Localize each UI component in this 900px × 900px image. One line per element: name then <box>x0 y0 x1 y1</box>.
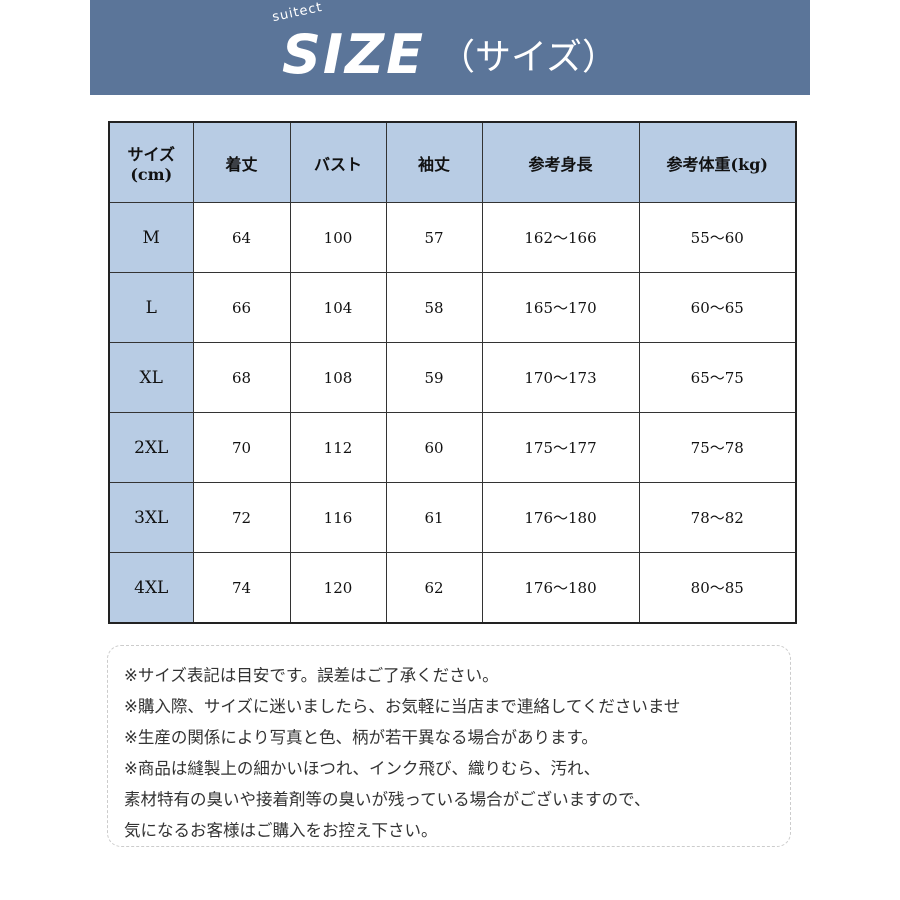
table-cell: 175～177 <box>481 412 640 483</box>
header-cell: 着丈 <box>192 121 291 203</box>
table-cell: 68 <box>192 342 291 413</box>
note-line: ※生産の関係により写真と色、柄が若干異なる場合があります。 <box>124 728 598 747</box>
header-cell: バスト <box>289 121 387 203</box>
table-row: 2XL 70 112 60 175～177 75～78 <box>108 412 797 483</box>
banner-title: （サイズ） <box>439 36 618 78</box>
table-cell: 170～173 <box>481 342 640 413</box>
table-cell: 104 <box>289 272 387 343</box>
size-logo: suitect SIZE <box>271 0 426 86</box>
table-cell: 112 <box>289 412 387 483</box>
size-banner: suitect SIZE （サイズ） <box>90 0 810 95</box>
table-row: M 64 100 57 162～166 55～60 <box>108 202 797 273</box>
size-cell: XL <box>108 342 194 413</box>
table-cell: 60 <box>385 412 483 483</box>
table-cell: 116 <box>289 482 387 553</box>
table-cell: 162～166 <box>481 202 640 273</box>
size-cell: M <box>108 202 194 273</box>
table-cell: 70 <box>192 412 291 483</box>
table-cell: 80～85 <box>638 552 797 624</box>
note-line: ※商品は縫製上の細かいほつれ、インク飛び、織りむら、汚れ、 <box>124 759 601 778</box>
table-row: XL 68 108 59 170～173 65～75 <box>108 342 797 413</box>
table-cell: 65～75 <box>638 342 797 413</box>
size-cell: L <box>108 272 194 343</box>
header-row: サイズ (cm) 着丈 バスト 袖丈 参考身長 参考体重(kg) <box>108 121 797 203</box>
header-cell: 参考体重(kg) <box>638 121 797 203</box>
note-line: 気になるお客様はご購入をお控え下さい。 <box>124 821 438 840</box>
note-line: ※購入際、サイズに迷いましたら、お気軽に当店まで連絡してくださいませ <box>124 697 681 716</box>
table-row: 3XL 72 116 61 176～180 78～82 <box>108 482 797 553</box>
table-row: L 66 104 58 165～170 60～65 <box>108 272 797 343</box>
table-cell: 74 <box>192 552 291 624</box>
table-cell: 176～180 <box>481 552 640 624</box>
note-line: ※サイズ表記は目安です。誤差はご了承ください。 <box>124 666 499 685</box>
table-cell: 72 <box>192 482 291 553</box>
table-cell: 108 <box>289 342 387 413</box>
header-cell: 参考身長 <box>481 121 640 203</box>
size-cell: 4XL <box>108 552 194 624</box>
table-cell: 59 <box>385 342 483 413</box>
table-cell: 165～170 <box>481 272 640 343</box>
table-cell: 60～65 <box>638 272 797 343</box>
header-cell: 袖丈 <box>385 121 483 203</box>
notes-box: ※サイズ表記は目安です。誤差はご了承ください。 ※購入際、サイズに迷いましたら、お… <box>107 645 791 847</box>
table-cell: 61 <box>385 482 483 553</box>
table-cell: 78～82 <box>638 482 797 553</box>
note-line: 素材特有の臭いや接着剤等の臭いが残っている場合がございますので、 <box>124 790 651 809</box>
table-cell: 62 <box>385 552 483 624</box>
table-cell: 58 <box>385 272 483 343</box>
size-cell: 2XL <box>108 412 194 483</box>
table-cell: 55～60 <box>638 202 797 273</box>
table-cell: 66 <box>192 272 291 343</box>
table-row: 4XL 74 120 62 176～180 80～85 <box>108 552 797 624</box>
table-cell: 57 <box>385 202 483 273</box>
header-cell: サイズ (cm) <box>108 121 194 203</box>
table-cell: 64 <box>192 202 291 273</box>
table-cell: 100 <box>289 202 387 273</box>
size-table: サイズ (cm) 着丈 バスト 袖丈 参考身長 参考体重(kg) M 64 100 57 162～1… <box>108 121 797 624</box>
size-cell: 3XL <box>108 482 194 553</box>
table-cell: 120 <box>289 552 387 624</box>
table-cell: 176～180 <box>481 482 640 553</box>
table-cell: 75～78 <box>638 412 797 483</box>
